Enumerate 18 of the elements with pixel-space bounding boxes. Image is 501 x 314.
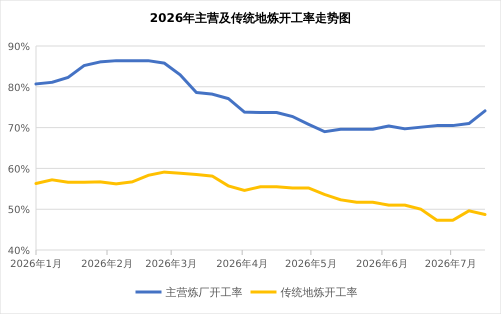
legend-label: 主营炼厂开工率 <box>166 286 242 299</box>
y-tick-label: 80% <box>8 82 30 94</box>
y-tick-label: 70% <box>8 124 30 135</box>
x-tick-label: 2026年5月 <box>284 258 337 270</box>
x-tick-label: 2026年6月 <box>356 258 408 270</box>
y-tick-label: 50% <box>8 205 30 216</box>
line-series <box>34 170 486 222</box>
x-tick-label: 2026年4月 <box>216 258 268 270</box>
x-tick-label: 2026年3月 <box>145 258 198 270</box>
y-tick-label: 40% <box>8 246 30 257</box>
x-tick-label: 2026年2月 <box>81 258 133 270</box>
x-tick-label: 2026年1月 <box>10 258 62 270</box>
y-tick-label: 60% <box>8 164 30 176</box>
x-tick-label: 2026年7月 <box>424 258 477 270</box>
chart-title: 2026年主营及传统地炼开工率走势图 <box>150 11 352 25</box>
legend-label: 传统地炼开工率 <box>280 286 358 299</box>
line-series <box>34 59 486 134</box>
y-tick-label: 90% <box>8 42 30 53</box>
